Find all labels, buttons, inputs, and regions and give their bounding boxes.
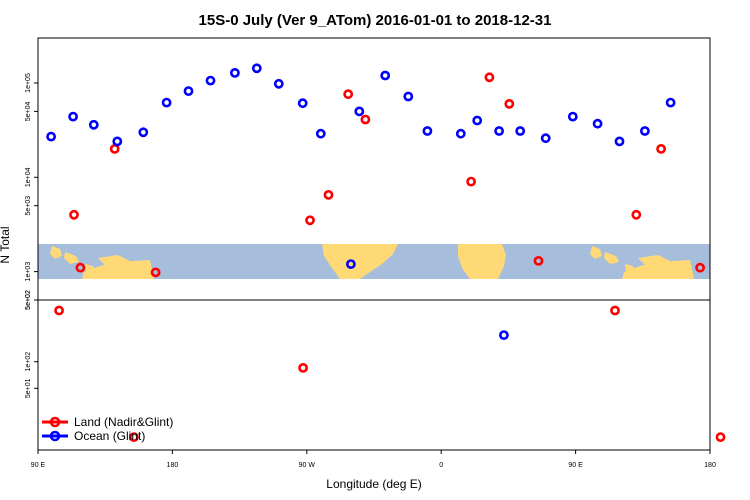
australia-land [622, 260, 694, 279]
y-tick-label: 1e+05 [25, 73, 32, 93]
ocean-data-point [315, 128, 326, 139]
land-data-point [610, 305, 620, 316]
ocean-data-point [297, 98, 308, 109]
land-data-point [150, 267, 161, 278]
land-data-point [128, 432, 139, 442]
x-tick-label: 90 E [31, 462, 46, 469]
y-tick-label: 1e+03 [25, 262, 32, 282]
indonesia-land [50, 246, 62, 259]
land-data-point [715, 432, 726, 442]
land-data-point [695, 262, 705, 273]
y-tick-label: 5e+03 [25, 196, 32, 216]
y-axis-ticks: 5e+021e+035e+031e+045e+041e+055e+021e+02… [25, 73, 38, 398]
ocean-data-point [205, 75, 216, 86]
land-data-point [466, 176, 476, 187]
legend-marker-land [49, 416, 61, 428]
ocean-data-point [614, 136, 625, 147]
y-tick-label: 5e+04 [25, 101, 32, 121]
y-tick-label: 5e+01 [25, 378, 32, 398]
legend-marker-ocean [49, 430, 61, 442]
ocean-data-point [455, 128, 466, 139]
ocean-data-point [251, 63, 262, 74]
legend: Land (Nadir&Glint) Ocean (Glint) [42, 415, 173, 443]
y-tick-label: 5e+02 [25, 290, 32, 310]
land-data-point [69, 209, 79, 220]
land-data-point [305, 215, 315, 226]
ocean-data-point [540, 133, 551, 144]
ocean-data-point [665, 97, 676, 108]
ocean-data-point [403, 91, 414, 102]
ocean-data-point [138, 127, 149, 138]
ocean-data-point [515, 126, 526, 136]
y-tick-label: 1e+04 [25, 167, 32, 187]
ocean-data-point [183, 86, 194, 96]
land-data-point [360, 114, 371, 125]
ocean-data-point [345, 259, 356, 269]
map-strip-background [38, 244, 710, 279]
indonesia-land [590, 246, 602, 259]
ocean-data-point [354, 106, 365, 117]
x-tick-label: 90 E [568, 462, 583, 469]
land-data-point [484, 72, 495, 83]
land-data-point [298, 362, 308, 373]
indonesia-land [64, 252, 79, 264]
ocean-data-point [494, 126, 504, 136]
ocean-data-point [472, 115, 483, 126]
ocean-data-point [592, 118, 603, 129]
ocean-data-point [68, 111, 78, 122]
ocean-data-point [273, 78, 284, 89]
x-axis-ticks: 90 E 180 90 W 0 90 E 180 [31, 450, 716, 469]
x-tick-label: 180 [704, 462, 716, 469]
legend-label-land: Land (Nadir&Glint) [74, 415, 173, 429]
lower-panel-frame [37, 299, 711, 451]
chart-title: 15S-0 July (Ver 9_ATom) 2016-01-01 to 20… [199, 12, 552, 29]
africa-land [458, 244, 506, 279]
legend-label-ocean: Ocean (Glint) [74, 429, 145, 443]
south-america-land [322, 244, 398, 279]
x-tick-label: 0 [439, 462, 443, 469]
land-data-point [631, 209, 642, 220]
land-data-point [323, 189, 334, 200]
ocean-data-point [640, 126, 650, 136]
x-axis-label: Longitude (deg E) [326, 477, 421, 491]
y-tick-label: 1e+02 [25, 352, 32, 372]
x-tick-label: 180 [167, 462, 179, 469]
land-data-point [533, 255, 544, 266]
land-data-point [54, 305, 64, 316]
land-masses [50, 244, 694, 279]
land-data-point [656, 143, 666, 154]
data-points [46, 63, 726, 442]
australia-land [82, 260, 154, 279]
land-data-point [504, 99, 515, 109]
ocean-data-point [422, 126, 433, 136]
land-data-point [75, 262, 86, 273]
land-data-point [343, 89, 354, 100]
ocean-data-point [161, 97, 172, 108]
indonesia-land [604, 252, 619, 264]
ocean-data-point [112, 136, 123, 147]
ocean-data-point [498, 330, 509, 340]
y-axis-label: N Total [0, 226, 12, 263]
ocean-data-point [229, 68, 240, 78]
y-tick-label: 5e+02 [25, 290, 32, 310]
ocean-data-point [567, 111, 578, 122]
ocean-data-point [380, 70, 391, 81]
x-tick-label: 90 W [299, 462, 316, 469]
land-data-point [109, 143, 120, 154]
ocean-data-point [46, 131, 56, 142]
ocean-data-point [88, 119, 99, 130]
